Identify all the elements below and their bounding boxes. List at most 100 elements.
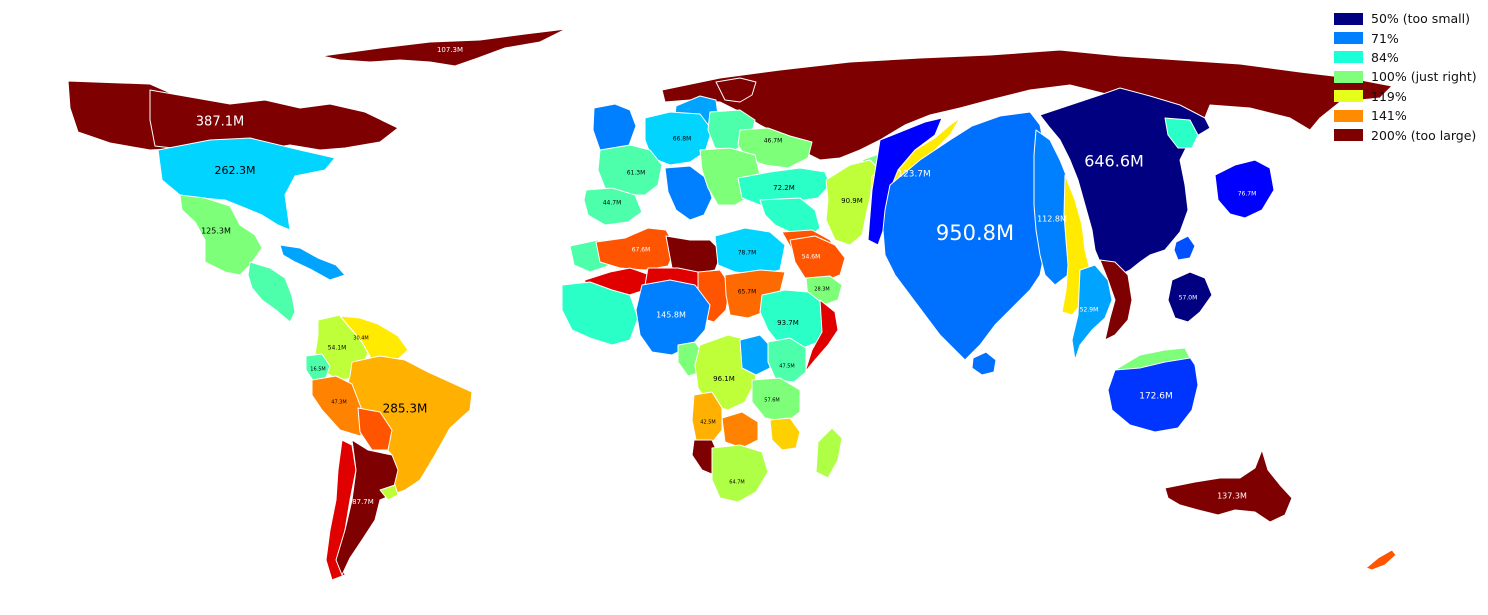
region-finland	[715, 77, 757, 103]
region-label-mexico: 125.3M	[201, 227, 231, 236]
region-label-thailand: 52.9M	[1080, 307, 1099, 314]
region-label-angola: 42.5M	[700, 420, 715, 426]
legend-swatch	[1334, 51, 1363, 64]
region-zambia	[721, 411, 759, 449]
region-label-argentina: 87.7M	[352, 498, 374, 506]
region-usa	[157, 137, 336, 231]
region-label-spain: 44.7M	[603, 200, 622, 207]
legend-label: 84%	[1371, 49, 1399, 65]
region-kenya	[767, 337, 807, 383]
legend-item: 141%	[1334, 106, 1477, 125]
region-label-china: 646.6M	[1084, 152, 1144, 171]
region-france	[597, 144, 663, 196]
region-italy	[664, 165, 713, 221]
legend-item: 119%	[1334, 87, 1477, 106]
legend-swatch	[1334, 32, 1363, 45]
legend-label: 119%	[1371, 88, 1407, 104]
legend: 50% (too small) 71% 84% 100% (just right) 11…	[1334, 9, 1477, 145]
region-kazakhstan	[825, 159, 881, 246]
legend-swatch	[1334, 90, 1363, 103]
region-angola	[691, 391, 723, 446]
region-germany	[644, 111, 713, 166]
region-label-ecuador: 16.5M	[310, 367, 325, 373]
region-label-ethiopia: 93.7M	[777, 319, 799, 327]
region-label-venezuela: 30.4M	[353, 336, 368, 342]
region-label-india: 950.8M	[936, 221, 1014, 245]
region-thailand	[1071, 264, 1113, 361]
region-caribbean-cuba	[279, 244, 346, 281]
legend-label: 50% (too small)	[1371, 11, 1470, 27]
region-japan	[1214, 159, 1275, 219]
region-madagascar	[815, 427, 843, 479]
region-label-south-africa: 64.7M	[729, 480, 744, 486]
region-canada	[149, 89, 399, 151]
legend-item: 50% (too small)	[1334, 9, 1477, 28]
region-mozambique	[769, 417, 801, 451]
region-central-america	[247, 261, 296, 323]
region-egypt	[714, 227, 786, 276]
legend-label: 100% (just right)	[1371, 69, 1477, 85]
region-turkey	[737, 167, 831, 206]
region-label-kenya: 47.5M	[779, 364, 794, 370]
region-label-turkey: 72.2M	[773, 184, 795, 192]
region-spain	[583, 187, 643, 226]
region-philippines	[1167, 271, 1213, 323]
region-label-china-west: 112.8M	[1037, 215, 1067, 224]
legend-swatch	[1334, 12, 1363, 25]
region-papua	[1114, 347, 1191, 371]
legend-label: 71%	[1371, 30, 1399, 46]
region-label-tanzania: 57.6M	[764, 398, 779, 404]
region-label-japan: 76.7M	[1238, 191, 1257, 198]
region-label-france: 61.3M	[627, 170, 646, 177]
region-south-africa	[711, 444, 769, 503]
region-uruguay	[379, 484, 399, 501]
legend-item: 200% (too large)	[1334, 125, 1477, 144]
region-label-usa: 262.3M	[215, 164, 256, 177]
region-vietnam	[1099, 259, 1133, 341]
region-label-greenland: 107.3M	[437, 46, 463, 54]
region-label-sudan: 65.7M	[738, 289, 757, 296]
region-label-peru: 47.3M	[331, 400, 346, 406]
region-bolivia	[357, 407, 393, 451]
region-mexico	[179, 194, 263, 276]
region-label-saudi: 54.6M	[802, 254, 821, 261]
region-label-algeria: 67.6M	[632, 247, 651, 254]
legend-item: 100% (just right)	[1334, 67, 1477, 86]
region-australia	[1164, 449, 1293, 523]
region-greenland	[321, 28, 567, 67]
legend-item: 71%	[1334, 28, 1477, 47]
region-east-africa	[739, 334, 773, 376]
region-label-drc: 96.1M	[713, 375, 735, 383]
region-taiwan	[1173, 235, 1196, 261]
legend-swatch	[1334, 109, 1363, 122]
legend-swatch	[1334, 70, 1363, 83]
region-korea	[1164, 117, 1199, 149]
region-label-germany: 66.8M	[673, 136, 692, 143]
region-saudi	[789, 235, 846, 283]
legend-label: 200% (too large)	[1371, 127, 1477, 143]
region-india	[882, 111, 1053, 361]
region-somalia	[804, 299, 839, 373]
region-argentina	[335, 439, 399, 576]
region-new-zealand	[1365, 549, 1397, 571]
region-venezuela	[339, 315, 409, 363]
region-label-yemen: 28.3M	[814, 287, 829, 293]
region-label-indonesia: 172.6M	[1139, 392, 1173, 402]
region-label-brazil: 285.3M	[383, 402, 428, 416]
region-tanzania	[751, 377, 801, 423]
region-label-nigeria: 145.8M	[656, 311, 686, 320]
region-label-colombia: 54.1M	[328, 345, 347, 352]
region-west-africa	[561, 281, 639, 346]
legend-item: 84%	[1334, 48, 1477, 67]
region-label-kazakhstan: 90.9M	[841, 197, 863, 205]
region-label-egypt: 78.7M	[738, 250, 757, 257]
region-label-australia: 137.3M	[1217, 492, 1247, 501]
region-label-pakistan: 123.7M	[897, 170, 931, 180]
region-label-canada: 387.1M	[196, 115, 244, 130]
region-label-philippines: 57.0M	[1179, 295, 1198, 302]
legend-label: 141%	[1371, 108, 1407, 124]
region-sri-lanka	[971, 351, 997, 376]
region-label-ukraine: 46.7M	[764, 138, 783, 145]
legend-swatch	[1334, 129, 1363, 142]
